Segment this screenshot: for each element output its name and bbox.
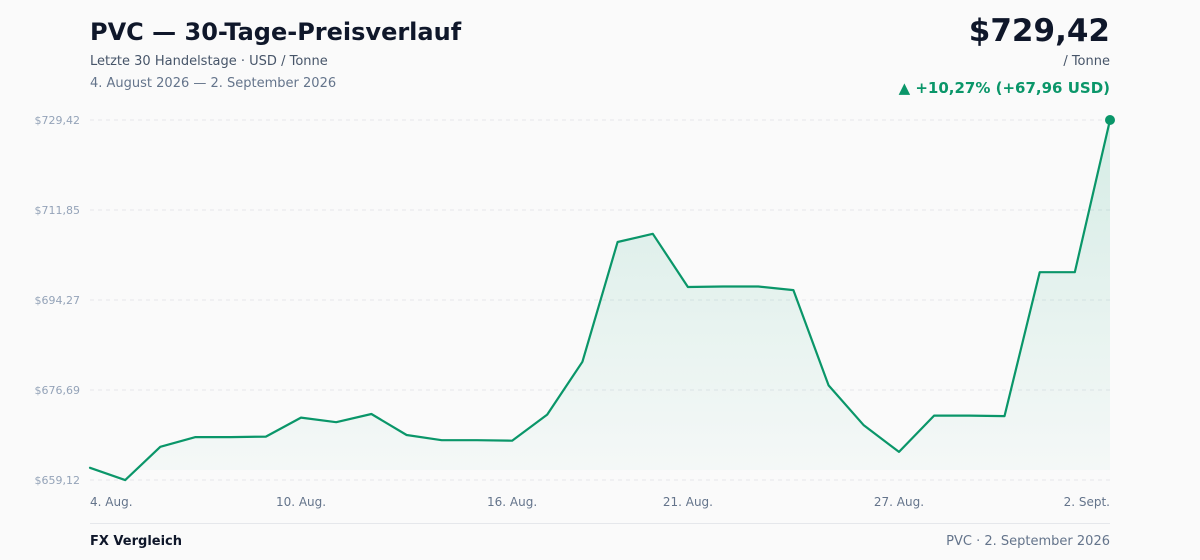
y-tick-label: $676,69 xyxy=(35,384,81,397)
price-area xyxy=(90,120,1110,481)
x-tick-label: 27. Aug. xyxy=(874,495,924,509)
x-tick-label: 2. Sept. xyxy=(1064,495,1110,509)
y-tick-label: $711,85 xyxy=(35,204,81,217)
y-tick-label: $694,27 xyxy=(35,294,81,307)
chart-title: PVC — 30-Tage-Preisverlauf xyxy=(90,18,462,46)
y-tick-label: $729,42 xyxy=(35,114,81,127)
current-price: $729,42 xyxy=(968,13,1110,49)
price-change: ▲ +10,27% (+67,96 USD) xyxy=(898,79,1110,97)
footer-brand: FX Vergleich xyxy=(90,534,183,549)
footer-caption: PVC · 2. September 2026 xyxy=(946,534,1110,549)
price-unit: / Tonne xyxy=(1063,54,1110,69)
x-tick-label: 4. Aug. xyxy=(90,495,133,509)
x-tick-label: 16. Aug. xyxy=(487,495,537,509)
date-range: 4. August 2026 — 2. September 2026 xyxy=(90,76,337,91)
y-tick-label: $659,12 xyxy=(35,474,81,487)
x-tick-label: 10. Aug. xyxy=(276,495,326,509)
x-axis: 4. Aug. 10. Aug. 16. Aug. 21. Aug. 27. Aug. 2… xyxy=(90,495,1110,509)
x-tick-label: 21. Aug. xyxy=(663,495,713,509)
chart-subtitle: Letzte 30 Handelstage · USD / Tonne xyxy=(90,54,328,69)
price-line xyxy=(88,118,1112,482)
grid-lines xyxy=(90,119,1110,481)
y-axis: $659,12 $676,69 $694,27 $711,85 $729,42 xyxy=(35,114,81,487)
footer-divider xyxy=(90,523,1110,524)
latest-price-point xyxy=(1105,115,1115,125)
